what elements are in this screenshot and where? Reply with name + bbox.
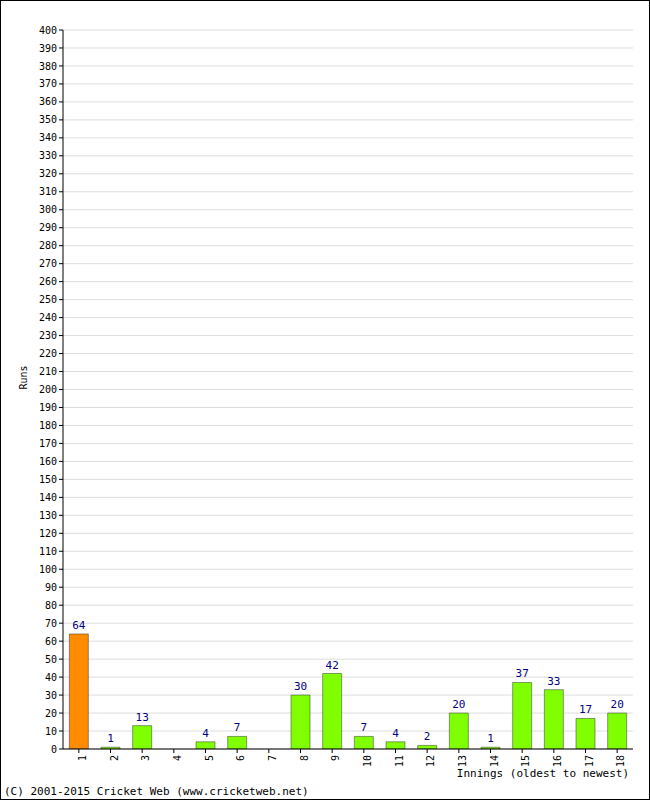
svg-text:13: 13 — [136, 711, 149, 724]
svg-text:120: 120 — [39, 528, 57, 539]
svg-text:7: 7 — [267, 755, 278, 761]
svg-text:230: 230 — [39, 330, 57, 341]
svg-text:170: 170 — [39, 438, 57, 449]
svg-text:1: 1 — [107, 732, 114, 745]
svg-text:64: 64 — [72, 619, 86, 632]
svg-text:380: 380 — [39, 61, 57, 72]
svg-text:270: 270 — [39, 258, 57, 269]
svg-text:7: 7 — [234, 721, 241, 734]
svg-text:390: 390 — [39, 43, 57, 54]
svg-text:4: 4 — [202, 727, 209, 740]
svg-text:13: 13 — [457, 755, 468, 767]
svg-text:260: 260 — [39, 276, 57, 287]
svg-text:140: 140 — [39, 492, 57, 503]
svg-text:180: 180 — [39, 420, 57, 431]
svg-text:400: 400 — [39, 25, 57, 36]
svg-text:17: 17 — [579, 703, 592, 716]
svg-text:60: 60 — [45, 636, 57, 647]
svg-text:290: 290 — [39, 222, 57, 233]
svg-text:11: 11 — [394, 755, 405, 767]
svg-text:30: 30 — [294, 680, 307, 693]
svg-text:2: 2 — [109, 755, 120, 761]
svg-text:370: 370 — [39, 78, 57, 89]
svg-text:1: 1 — [487, 732, 494, 745]
svg-text:80: 80 — [45, 600, 57, 611]
svg-text:9: 9 — [330, 755, 341, 761]
svg-text:50: 50 — [45, 654, 57, 665]
svg-text:10: 10 — [362, 755, 373, 767]
svg-text:42: 42 — [326, 659, 339, 672]
svg-text:3: 3 — [140, 755, 151, 761]
svg-text:200: 200 — [39, 384, 57, 395]
svg-text:2: 2 — [424, 730, 431, 743]
svg-text:150: 150 — [39, 474, 57, 485]
svg-text:0: 0 — [51, 744, 57, 755]
svg-text:30: 30 — [45, 690, 57, 701]
svg-text:20: 20 — [45, 708, 57, 719]
svg-text:33: 33 — [547, 675, 560, 688]
svg-text:220: 220 — [39, 348, 57, 359]
svg-text:12: 12 — [425, 755, 436, 767]
svg-text:340: 340 — [39, 132, 57, 143]
svg-text:250: 250 — [39, 294, 57, 305]
svg-text:4: 4 — [172, 755, 183, 761]
svg-text:320: 320 — [39, 168, 57, 179]
svg-text:100: 100 — [39, 564, 57, 575]
svg-text:20: 20 — [452, 698, 465, 711]
svg-text:5: 5 — [204, 755, 215, 761]
svg-text:40: 40 — [45, 672, 57, 683]
svg-text:160: 160 — [39, 456, 57, 467]
svg-text:37: 37 — [516, 667, 529, 680]
svg-text:300: 300 — [39, 204, 57, 215]
svg-text:330: 330 — [39, 150, 57, 161]
svg-text:16: 16 — [552, 755, 563, 767]
html-text:(C) 2001-2015 Cricket Web (www: (C) 2001-2015 Cricket Web (www.cricketwe… — [4, 785, 309, 798]
svg-text:70: 70 — [45, 618, 57, 629]
svg-text:17: 17 — [584, 755, 595, 767]
svg-text:130: 130 — [39, 510, 57, 521]
svg-text:110: 110 — [39, 546, 57, 557]
svg-text:6: 6 — [235, 755, 246, 761]
svg-text:7: 7 — [361, 721, 368, 734]
svg-text:4: 4 — [392, 727, 399, 740]
svg-text:10: 10 — [45, 726, 57, 737]
svg-text:14: 14 — [489, 755, 500, 767]
svg-text:310: 310 — [39, 186, 57, 197]
svg-text:350: 350 — [39, 114, 57, 125]
html-text:Innings (oldest to newest): Innings (oldest to newest) — [456, 767, 629, 780]
svg-text:18: 18 — [615, 755, 626, 767]
svg-text:15: 15 — [520, 755, 531, 767]
svg-text:190: 190 — [39, 402, 57, 413]
svg-text:240: 240 — [39, 312, 57, 323]
svg-text:1: 1 — [77, 755, 88, 761]
svg-text:210: 210 — [39, 366, 57, 377]
svg-text:8: 8 — [299, 755, 310, 761]
svg-text:360: 360 — [39, 96, 57, 107]
svg-text:90: 90 — [45, 582, 57, 593]
svg-text:20: 20 — [611, 698, 624, 711]
svg-text:280: 280 — [39, 240, 57, 251]
svg-text:Runs: Runs — [18, 365, 29, 389]
